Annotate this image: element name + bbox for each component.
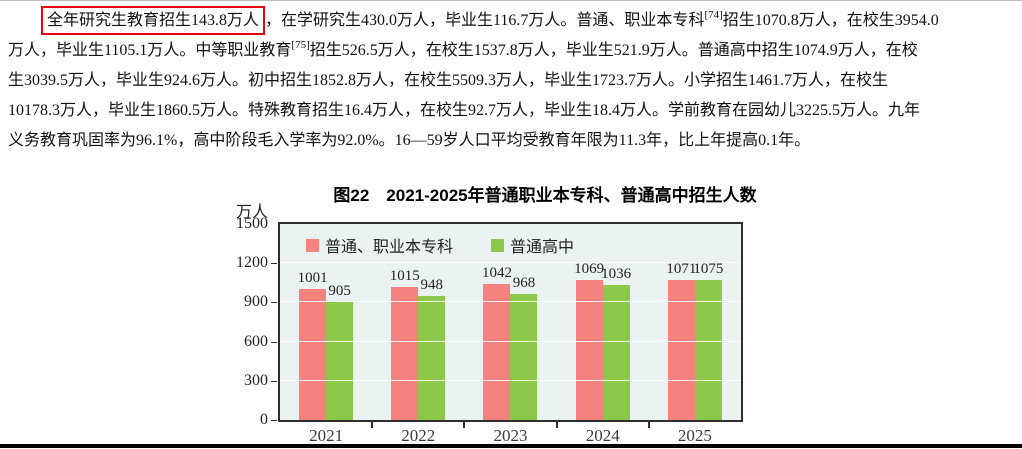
y-axis-tick-mark [271, 263, 277, 265]
y-axis-tick-mark [271, 380, 277, 382]
legend-swatch [306, 238, 319, 252]
gridline [280, 379, 741, 381]
bar-group: 1015 948 [372, 224, 464, 420]
line1-text: ，在学研究生430.0万人，毕业生116.7万人。普通、职业本专科 [265, 12, 705, 29]
bottom-divider [0, 444, 1022, 448]
chart-title: 图22 2021-2025年普通职业本专科、普通高中招生人数 [333, 186, 757, 205]
bar-value-label: 905 [328, 282, 351, 299]
bar: 1075 [693, 261, 723, 420]
x-axis-tick-mark [371, 422, 374, 428]
footnote-75: [75] [291, 38, 310, 51]
y-axis-tick-label: 1500 [236, 215, 268, 232]
bar-value-label: 948 [420, 277, 444, 294]
bar: 1069 [574, 261, 604, 420]
y-axis-tick-label: 600 [244, 332, 268, 350]
bar-value-label: 1001 [297, 270, 328, 287]
legend-item: 普通高中 [491, 233, 574, 257]
line1-tail-text: 招生1070.8万人，在校生3954.0 [722, 12, 939, 29]
paragraph-line-1: 全年研究生教育招生143.8万人 ，在学研究生430.0万人，毕业生116.7万人… [8, 6, 1016, 36]
paragraph-line-3: 生3039.5万人，毕业生924.6万人。初中招生1852.8万人，在校生550… [8, 72, 889, 89]
bar-value-label: 968 [512, 274, 536, 291]
x-axis-label: 2022 [401, 426, 436, 445]
x-axis-label: 2021 [309, 426, 344, 445]
bars-layer: 1001 905 1015 948 1042 968 1069 1036 1071 1075 [280, 224, 741, 420]
y-axis-tick-label: 300 [244, 371, 268, 389]
bar-value-label: 1036 [601, 265, 632, 282]
y-axis-tick-mark [271, 302, 277, 304]
bar-value-label: 1015 [389, 268, 420, 285]
chart-legend: 普通、职业本专科 普通高中 [306, 233, 574, 257]
footnote-74: [74] [704, 8, 723, 21]
gridline [280, 301, 741, 303]
bar-value-label: 1071 [666, 261, 697, 278]
bar-group: 1069 1036 [557, 224, 649, 420]
bar: 1071 [666, 261, 696, 420]
bar-value-label: 1075 [693, 260, 724, 277]
bar: 968 [510, 275, 538, 420]
line2-tail-text: 招生526.5万人，在校生1537.8万人，毕业生521.9万人。普通高中招生1… [309, 42, 918, 59]
bar-group: 1001 905 [280, 224, 372, 420]
bar-value-label: 1042 [481, 264, 512, 281]
x-axis-label: 2023 [493, 426, 528, 445]
bar-group: 1071 1075 [649, 224, 741, 420]
x-axis-tick-mark [647, 422, 650, 428]
top-divider [0, 0, 1022, 1]
bar: 948 [418, 277, 446, 420]
legend-item: 普通、职业本专科 [306, 233, 453, 257]
bar: 905 [326, 283, 354, 420]
gridline [280, 340, 741, 342]
line2-text: 万人，毕业生1105.1万人。中等职业教育 [8, 42, 292, 59]
paragraph-line-4: 10178.3万人，毕业生1860.5万人。特殊教育招生16.4万人，在校生92… [8, 102, 921, 119]
y-axis-tick-label: 900 [244, 293, 268, 311]
bar-value-label: 1069 [574, 261, 605, 278]
x-axis-tick-mark [463, 422, 466, 428]
bar: 1042 [482, 265, 512, 420]
highlight-box: 全年研究生教育招生143.8万人 [41, 6, 266, 35]
gridline [280, 262, 741, 264]
bar: 1015 [390, 268, 420, 420]
paragraph-line-5: 义务教育巩固率为96.1%，高中阶段毛入学率为92.0%。16—59岁人口平均受… [8, 132, 811, 149]
legend-swatch [491, 238, 505, 252]
legend-label: 普通高中 [510, 239, 575, 256]
y-axis-tick-label: 1200 [236, 254, 268, 272]
legend-label: 普通、职业本专科 [325, 239, 454, 256]
y-axis-tick-label: 0 [260, 411, 268, 428]
x-axis-label: 2025 [677, 426, 712, 445]
y-axis-unit-label: 万人 [235, 204, 268, 221]
y-axis-tick-mark [271, 341, 277, 343]
chart-plot-area: 普通、职业本专科 普通高中 1001 905 1015 948 1042 968 1069 10… [278, 222, 743, 422]
y-axis-tick-mark [271, 420, 277, 421]
paragraph-line-2: 万人，毕业生1105.1万人。中等职业教育[75]招生526.5万人，在校生15… [8, 36, 1016, 66]
bar: 1036 [601, 266, 631, 420]
highlighted-text: 全年研究生教育招生143.8万人 [47, 12, 260, 29]
x-axis-tick-mark [555, 422, 558, 428]
x-axis-label: 2024 [585, 426, 620, 445]
bar: 1001 [298, 270, 328, 420]
statistics-paragraph: 全年研究生教育招生143.8万人 ，在学研究生430.0万人，毕业生116.7万人… [8, 6, 1016, 156]
bar-group: 1042 968 [464, 224, 556, 420]
